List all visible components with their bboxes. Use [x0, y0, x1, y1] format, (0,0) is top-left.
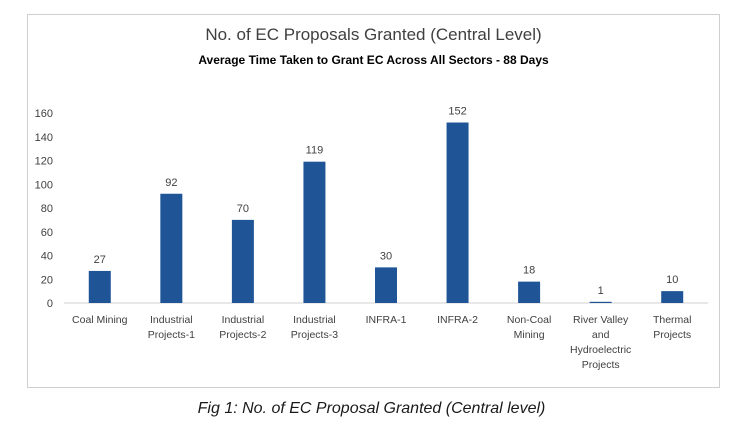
category-label: Projects	[653, 329, 691, 341]
bar	[375, 267, 397, 303]
category-label: Projects-1	[148, 329, 195, 341]
category-label: Industrial	[222, 314, 265, 326]
category-label: Industrial	[150, 314, 193, 326]
bar	[518, 281, 541, 303]
category-label: and	[592, 329, 610, 341]
category-label: Projects-3	[291, 329, 338, 341]
bar	[446, 122, 469, 303]
category-label: Non-Coal	[507, 314, 551, 326]
data-label: 1	[598, 285, 604, 297]
bar	[303, 161, 326, 303]
y-tick-label: 160	[35, 108, 53, 120]
data-label: 70	[237, 203, 249, 215]
category-label: Mining	[514, 329, 545, 341]
chart-subtitle: Average Time Taken to Grant EC Across Al…	[198, 53, 549, 67]
bar	[88, 270, 111, 303]
data-label: 119	[306, 145, 324, 157]
category-label: INFRA-2	[437, 314, 478, 326]
bar	[661, 291, 684, 303]
data-label: 18	[523, 265, 535, 277]
bar	[160, 193, 183, 303]
figure-caption: Fig 1: No. of EC Proposal Granted (Centr…	[197, 400, 546, 417]
y-tick-label: 140	[35, 132, 53, 144]
bar-chart-plot: 0 20 40 60 80 100 120 140 160 27 Coal Mining 92 Indu…	[35, 106, 708, 371]
y-tick-label: 100	[35, 179, 53, 191]
data-label: 92	[165, 177, 177, 189]
category-label: Industrial	[293, 314, 336, 326]
category-label: Hydroelectric	[570, 344, 631, 356]
category-label: Coal Mining	[72, 314, 128, 326]
category-label: Projects	[582, 359, 620, 371]
category-label: Thermal	[653, 314, 692, 326]
y-tick-label: 0	[47, 298, 53, 310]
category-label: Projects-2	[219, 329, 266, 341]
data-label: 152	[448, 106, 466, 118]
category-label: INFRA-1	[366, 314, 407, 326]
y-tick-label: 120	[35, 156, 53, 168]
y-tick-label: 60	[41, 227, 53, 239]
chart-frame: No. of EC Proposals Granted (Central Lev…	[27, 14, 720, 388]
y-tick-label: 80	[41, 203, 53, 215]
category-label: River Valley	[573, 314, 629, 326]
data-label: 27	[94, 254, 106, 266]
chart-title: No. of EC Proposals Granted (Central Lev…	[205, 25, 542, 44]
y-tick-label: 20	[41, 274, 53, 286]
data-label: 30	[380, 250, 392, 262]
bar	[231, 219, 254, 303]
data-label: 10	[666, 274, 678, 286]
bar	[589, 301, 612, 303]
y-tick-label: 40	[41, 251, 53, 263]
